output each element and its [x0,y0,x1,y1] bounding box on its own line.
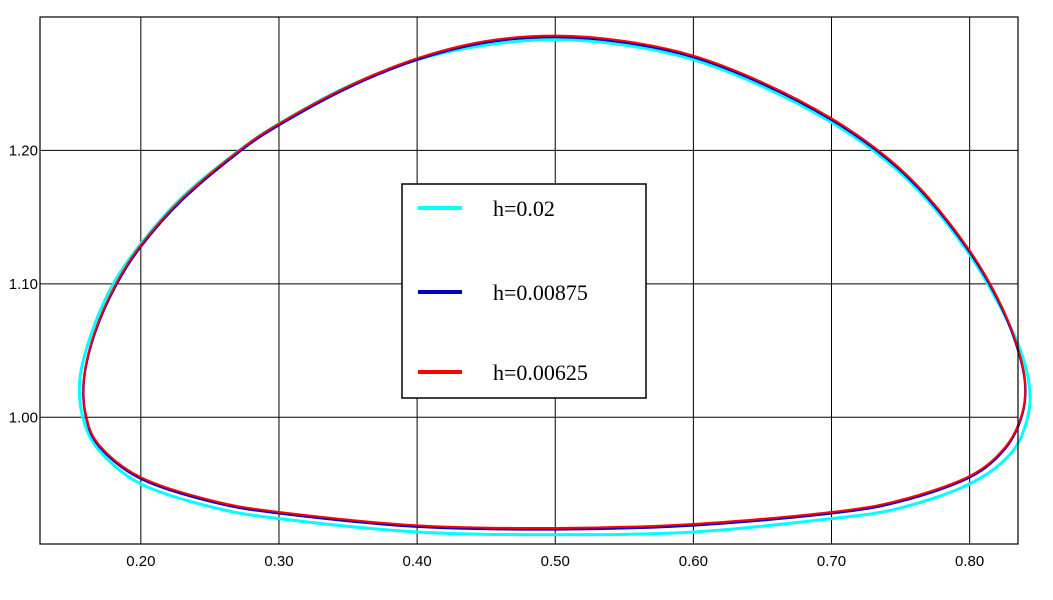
legend: h=0.02 h=0.00875 h=0.00625 [401,183,647,399]
y-tick-label: 1.20 [9,142,38,159]
y-tick-label: 1.10 [9,276,38,293]
x-tick-label: 0.80 [955,553,984,570]
legend-label-h000625: h=0.00625 [493,360,588,385]
legend-label-h000875: h=0.00875 [493,280,588,305]
x-tick-label: 0.20 [126,553,155,570]
x-tick-label: 0.50 [541,553,570,570]
series-layer [77,34,1032,537]
y-tick-label: 1.00 [9,409,38,426]
plot-frame [39,16,1019,545]
x-tick-label: 0.30 [264,553,293,570]
x-tick-label: 0.40 [403,553,432,570]
x-tick-label: 0.70 [817,553,846,570]
tick-labels: 0.20 0.30 0.40 0.50 0.60 0.70 0.80 1.00 1.10 1.20 [9,142,984,570]
x-tick-label: 0.60 [679,553,708,570]
legend-label-h002: h=0.02 [493,196,555,221]
series-h000625-curve [82,34,1027,530]
